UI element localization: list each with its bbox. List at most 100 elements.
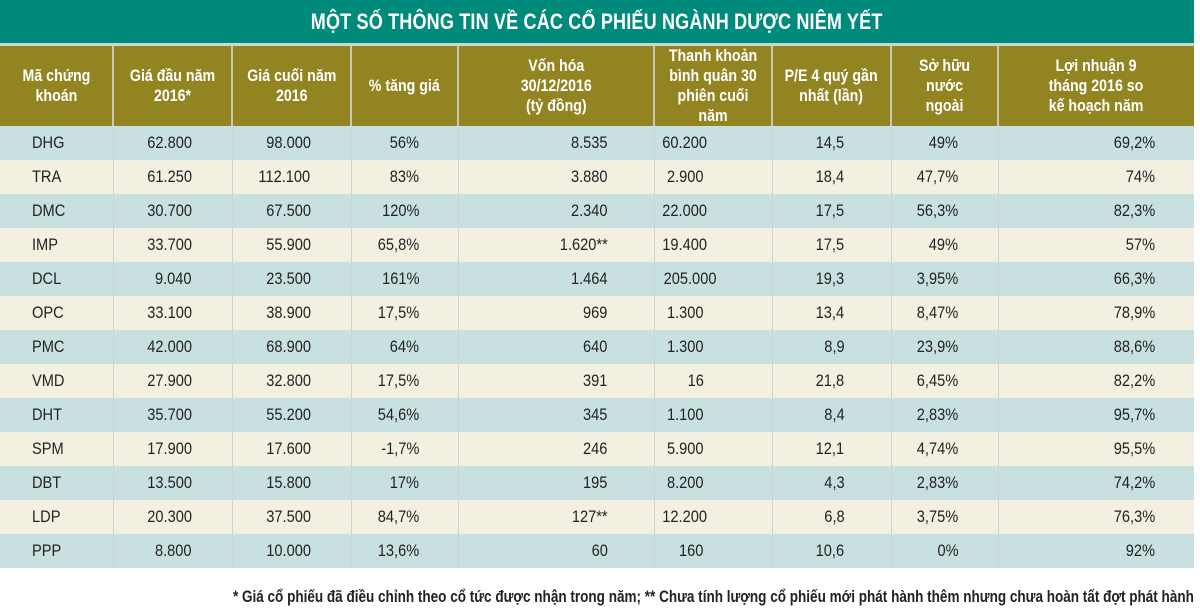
cell-value: 12,1: [816, 439, 845, 458]
cell-value: 1.464: [570, 269, 608, 288]
cell-price-end: 112.100: [231, 160, 351, 194]
cell-market-cap: 60: [457, 534, 654, 568]
cell-pe-ratio: 6,8: [771, 500, 891, 534]
cell-value: -1,7%: [381, 439, 420, 458]
cell-market-cap: 640: [457, 330, 654, 364]
cell-value: 127**: [571, 507, 608, 526]
header-line: Mã chứng: [22, 67, 90, 85]
cell-foreign-ownership: 2,83%: [890, 466, 998, 500]
column-header-price-start: Giá đầu năm 2016*: [112, 43, 232, 126]
header-line: % tăng giá: [369, 77, 440, 95]
cell-pe-ratio: 4,3: [771, 466, 891, 500]
cell-liquidity: 205.000: [653, 262, 772, 296]
cell-pe-ratio: 18,4: [771, 160, 891, 194]
cell-value: 3.880: [570, 167, 608, 186]
header-line: khoán: [35, 87, 77, 105]
cell-value: 8,4: [824, 405, 845, 424]
cell-foreign-ownership: 23,9%: [890, 330, 998, 364]
cell-value: VMD: [32, 371, 65, 390]
cell-ticker: DMC: [0, 194, 113, 228]
cell-value: OPC: [32, 303, 64, 322]
cell-value: 35.700: [146, 405, 192, 424]
cell-market-cap: 195: [457, 466, 654, 500]
cell-price-end: 38.900: [231, 296, 351, 330]
cell-pe-ratio: 19,3: [771, 262, 891, 296]
cell-profit-vs-plan: 92%: [997, 534, 1194, 568]
cell-pe-ratio: 10,6: [771, 534, 891, 568]
cell-price-end: 55.900: [231, 228, 351, 262]
header-line: 30/12/2016: [520, 77, 592, 95]
cell-value: 9.040: [154, 269, 192, 288]
cell-liquidity: 5.900: [653, 432, 772, 466]
cell-value: 82,2%: [1113, 371, 1155, 390]
table-row: OPC 33.100 38.900 17,5% 969 1.300 13,4 8,47% 78,…: [0, 296, 1194, 330]
cell-value: DMC: [32, 201, 66, 220]
cell-liquidity: 1.300: [653, 330, 772, 364]
cell-ticker: PMC: [0, 330, 113, 364]
cell-foreign-ownership: 49%: [890, 126, 998, 160]
cell-price-change: 161%: [350, 262, 458, 296]
cell-value: 8.535: [570, 133, 608, 152]
cell-value: 120%: [382, 201, 420, 220]
cell-liquidity: 1.300: [653, 296, 772, 330]
cell-pe-ratio: 8,4: [771, 398, 891, 432]
cell-value: 10,6: [816, 541, 845, 560]
cell-value: 8.800: [154, 541, 192, 560]
cell-price-end: 67.500: [231, 194, 351, 228]
cell-value: 1.620**: [559, 235, 608, 254]
column-header-text: Vốn hóa 30/12/2016 (tỷ đồng): [520, 56, 591, 116]
table-row: DHG 62.800 98.000 56% 8.535 60.200 14,5 49% 69,2…: [0, 126, 1194, 160]
cell-price-change: 54,6%: [350, 398, 458, 432]
footnote-text: * Giá cổ phiếu đã điều chỉnh theo cổ tức…: [233, 588, 1194, 606]
cell-value: 3,75%: [917, 507, 959, 526]
cell-pe-ratio: 17,5: [771, 194, 891, 228]
cell-value: 98.000: [265, 133, 311, 152]
cell-price-change: 65,8%: [350, 228, 458, 262]
cell-foreign-ownership: 47,7%: [890, 160, 998, 194]
cell-value: 78,9%: [1113, 303, 1155, 322]
cell-value: 969: [583, 303, 608, 322]
cell-value: 112.100: [258, 167, 311, 186]
cell-value: 13.500: [146, 473, 192, 492]
table-row: PMC 42.000 68.900 64% 640 1.300 8,9 23,9% 88,6%: [0, 330, 1194, 364]
cell-value: 4,74%: [917, 439, 959, 458]
cell-value: 88,6%: [1113, 337, 1155, 356]
cell-foreign-ownership: 3,75%: [890, 500, 998, 534]
cell-price-change: 64%: [350, 330, 458, 364]
cell-ticker: PPP: [0, 534, 113, 568]
cell-price-start: 61.250: [112, 160, 232, 194]
cell-price-end: 68.900: [231, 330, 351, 364]
cell-liquidity: 22.000: [653, 194, 772, 228]
cell-value: 1.300: [666, 337, 704, 356]
column-header-text: P/E 4 quý gần nhất (lần): [785, 66, 878, 106]
header-line: 2016*: [153, 87, 192, 105]
cell-price-start: 27.900: [112, 364, 232, 398]
cell-price-start: 42.000: [112, 330, 232, 364]
cell-profit-vs-plan: 82,3%: [997, 194, 1194, 228]
cell-value: 60: [591, 541, 608, 560]
cell-price-change: 84,7%: [350, 500, 458, 534]
column-header-ticker: Mã chứng khoán: [0, 43, 113, 126]
cell-market-cap: 391: [457, 364, 654, 398]
cell-ticker: IMP: [0, 228, 113, 262]
cell-liquidity: 8.200: [653, 466, 772, 500]
cell-profit-vs-plan: 82,2%: [997, 364, 1194, 398]
footnote: * Giá cổ phiếu đã điều chỉnh theo cổ tức…: [0, 588, 1194, 607]
cell-value: 2.340: [570, 201, 608, 220]
cell-value: 17.600: [265, 439, 311, 458]
cell-value: 84,7%: [378, 507, 420, 526]
cell-market-cap: 345: [457, 398, 654, 432]
cell-value: 17,5: [816, 235, 845, 254]
cell-foreign-ownership: 2,83%: [890, 398, 998, 432]
cell-market-cap: 969: [457, 296, 654, 330]
cell-foreign-ownership: 49%: [890, 228, 998, 262]
cell-value: 20.300: [146, 507, 192, 526]
header-line: 2016: [275, 87, 308, 105]
cell-profit-vs-plan: 69,2%: [997, 126, 1194, 160]
header-line: Thanh khoản: [668, 47, 758, 65]
cell-value: 30.700: [146, 201, 192, 220]
cell-value: 12.200: [661, 507, 707, 526]
cell-value: DHT: [32, 405, 63, 424]
cell-foreign-ownership: 8,47%: [890, 296, 998, 330]
table-row: TRA 61.250 112.100 83% 3.880 2.900 18,4 47,7% 74…: [0, 160, 1194, 194]
